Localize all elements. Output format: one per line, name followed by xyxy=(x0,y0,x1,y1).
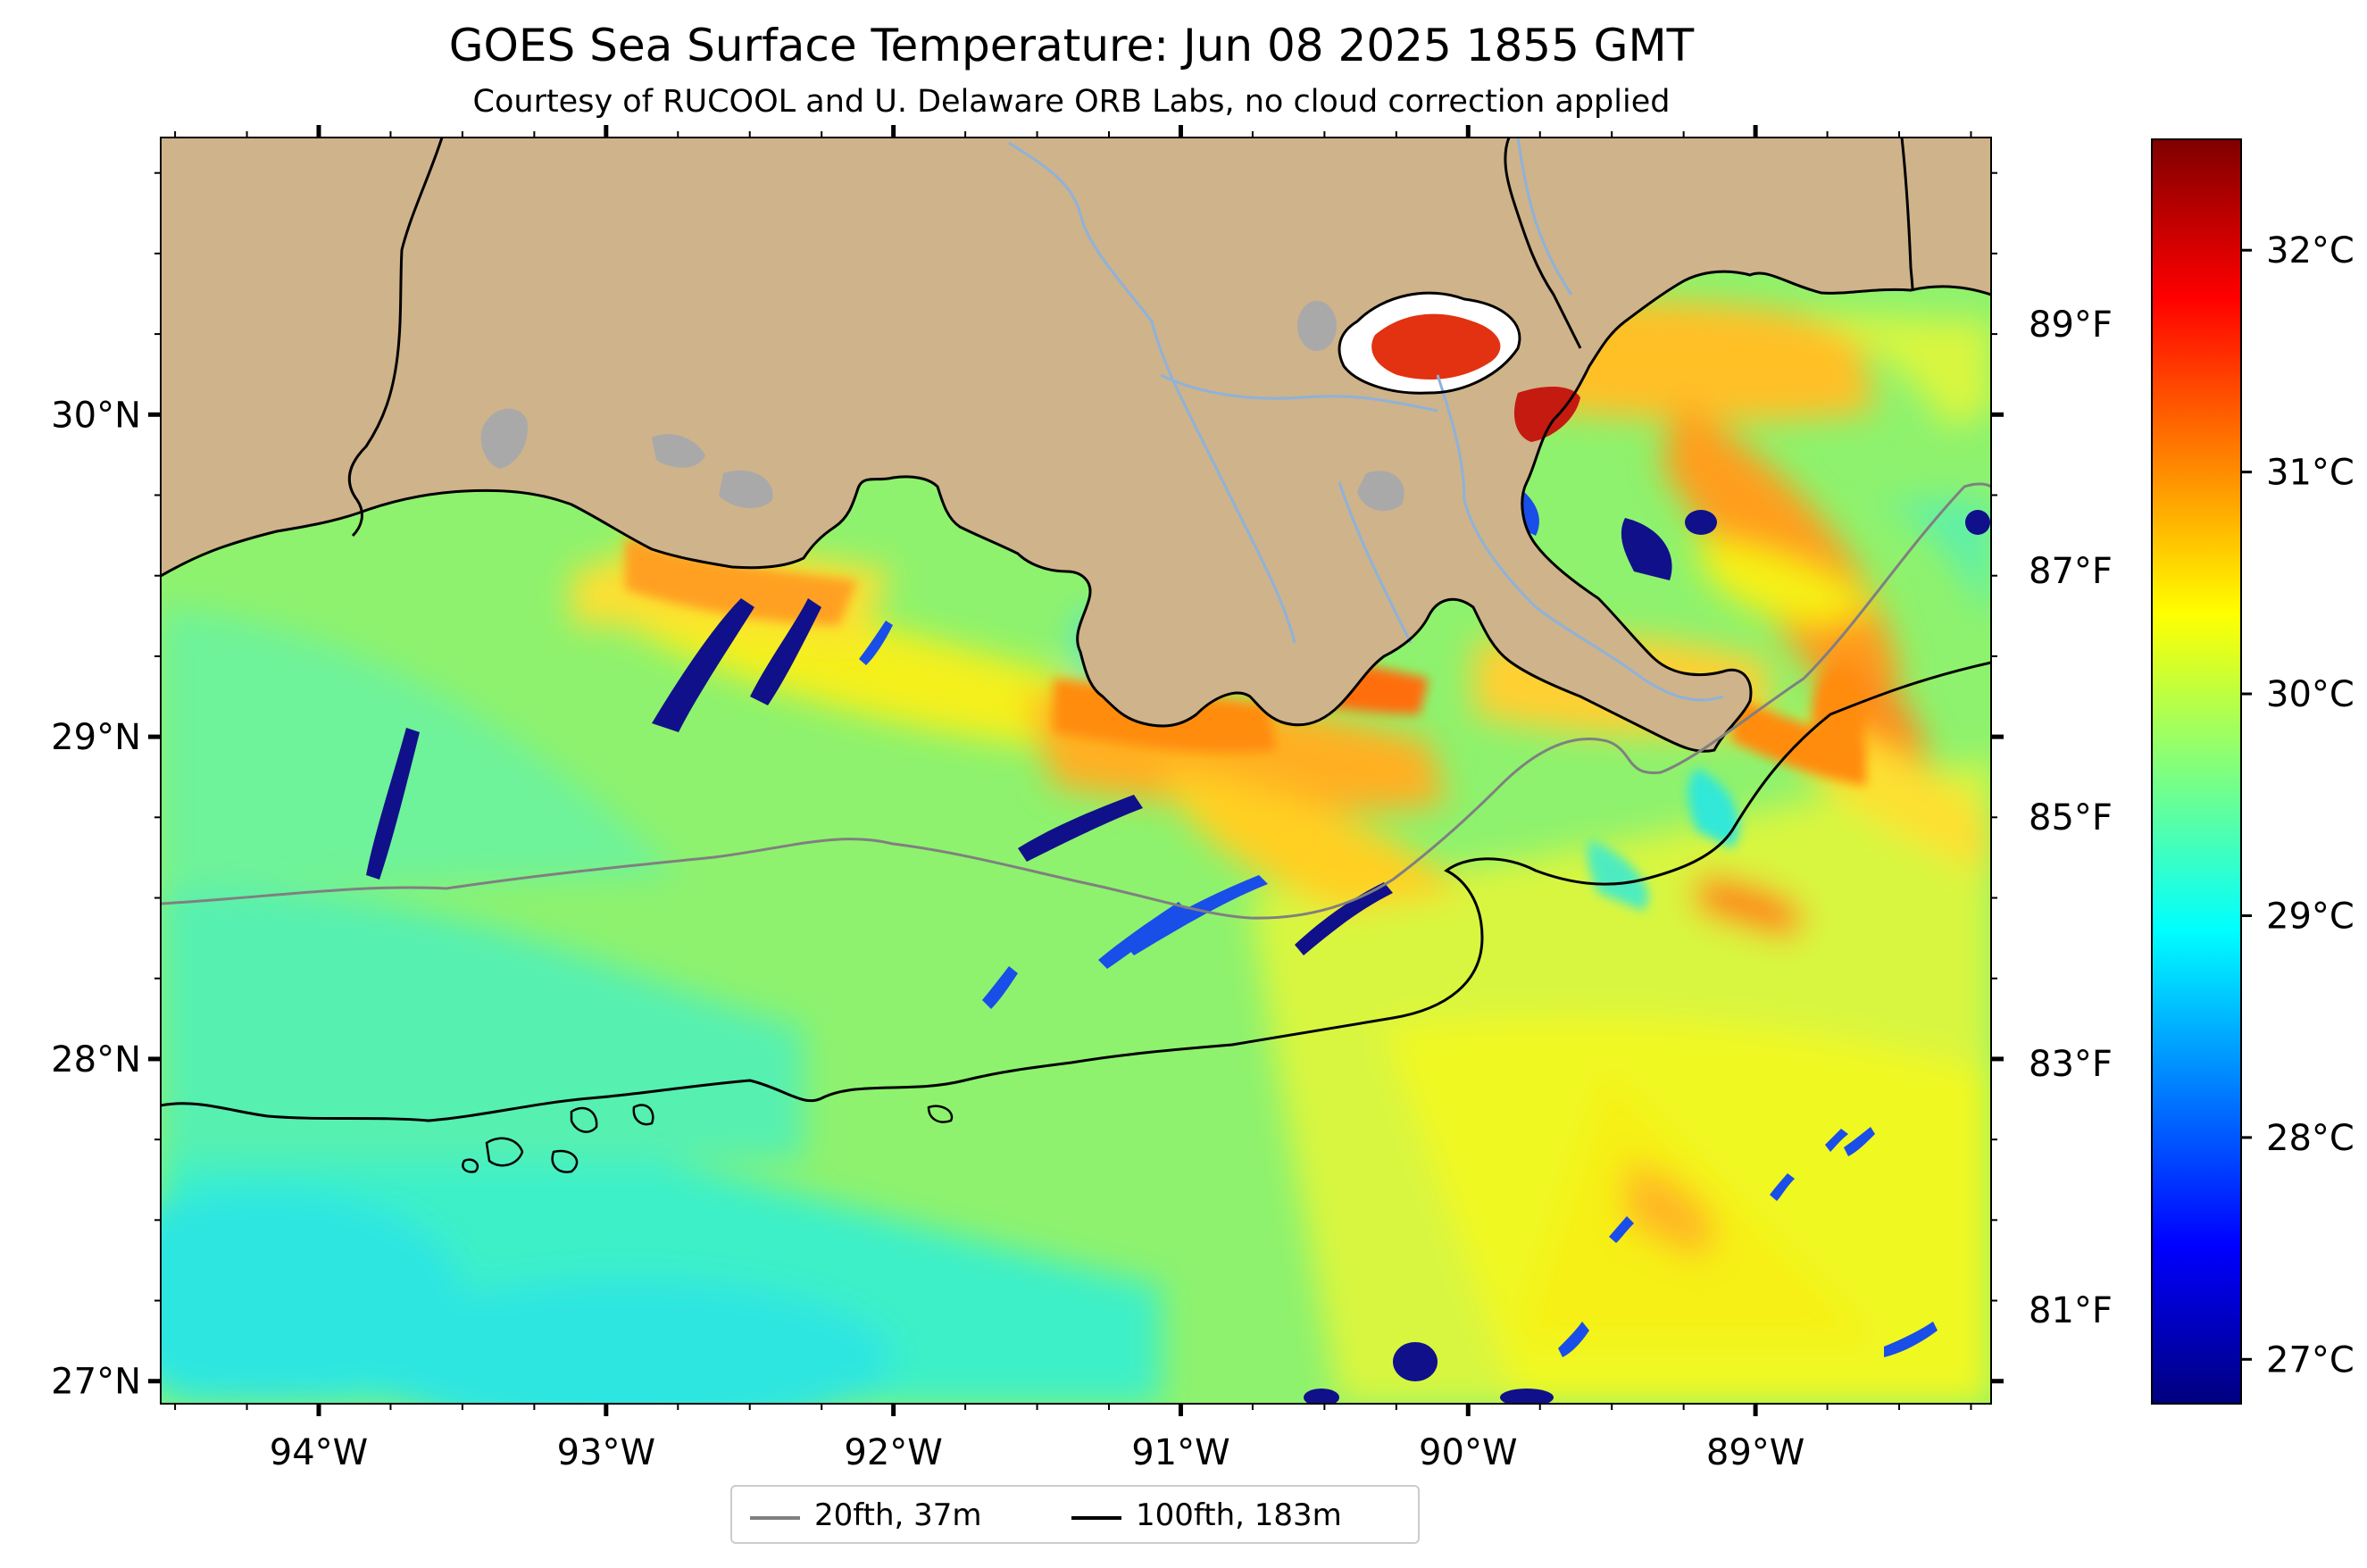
map-subtitle: Courtesy of RUCOOL and U. Delaware ORB L… xyxy=(472,84,1671,120)
lon-tick-label: 92°W xyxy=(844,1432,942,1473)
isobath-legend: 20fth, 37m 100fth, 183m xyxy=(730,1485,1420,1544)
colorbar-c-label: 30°C xyxy=(2266,674,2354,715)
legend-swatch-20fth xyxy=(750,1516,800,1520)
colorbar-f-label: 83°F xyxy=(2029,1044,2113,1085)
colorbar-c-label: 28°C xyxy=(2266,1118,2354,1159)
land xyxy=(161,138,1991,752)
map-frame xyxy=(160,137,1992,1405)
lon-tick-label: 91°W xyxy=(1131,1432,1229,1473)
inland-lakes xyxy=(480,301,1404,512)
longitude-ticks: 94°W 93°W 92°W 91°W 90°W 89°W xyxy=(174,125,1972,1473)
lake-pontchartrain-outline xyxy=(1338,291,1521,395)
legend-swatch-100fth xyxy=(1071,1516,1121,1520)
coastline xyxy=(161,270,1991,753)
colorbar-fahrenheit-ticks: 81°F 83°F 85°F 87°F 89°F xyxy=(2029,304,2113,1331)
legend-label-100fth: 100fth, 183m xyxy=(1136,1497,1342,1533)
lon-tick-label: 94°W xyxy=(270,1432,368,1473)
lat-tick-label: 29°N xyxy=(51,717,141,758)
isobath-20fth xyxy=(161,482,1991,920)
rivers xyxy=(1008,138,1724,702)
colorbar-f-label: 87°F xyxy=(2029,551,2113,592)
lon-tick-label: 89°W xyxy=(1706,1432,1804,1473)
latitude-ticks: 30°N 29°N 28°N 27°N xyxy=(51,171,2004,1403)
isobath-100fth xyxy=(161,661,1991,1122)
flower-garden-banks xyxy=(462,1104,954,1173)
lat-tick-label: 28°N xyxy=(51,1039,141,1080)
legend-label-20fth: 20fth, 37m xyxy=(814,1497,982,1533)
colorbar-c-label: 27°C xyxy=(2266,1339,2354,1380)
lon-tick-label: 90°W xyxy=(1419,1432,1517,1473)
colorbar-c-label: 29°C xyxy=(2266,896,2354,937)
map-title: GOES Sea Surface Temperature: Jun 08 202… xyxy=(448,20,1695,71)
colorbar-f-label: 81°F xyxy=(2029,1290,2113,1331)
colorbar-c-label: 31°C xyxy=(2266,453,2354,494)
colorbar xyxy=(2151,138,2242,1405)
state-borders xyxy=(347,138,1914,538)
colorbar-f-label: 89°F xyxy=(2029,304,2113,346)
lat-tick-label: 30°N xyxy=(51,395,141,436)
colorbar-c-label: 32°C xyxy=(2266,230,2354,271)
lat-tick-label: 27°N xyxy=(51,1362,141,1403)
colorbar-f-label: 85°F xyxy=(2029,797,2113,838)
colorbar-celsius-ticks: 27°C 28°C 29°C 30°C 31°C 32°C xyxy=(2241,230,2354,1380)
lon-tick-label: 93°W xyxy=(557,1432,655,1473)
